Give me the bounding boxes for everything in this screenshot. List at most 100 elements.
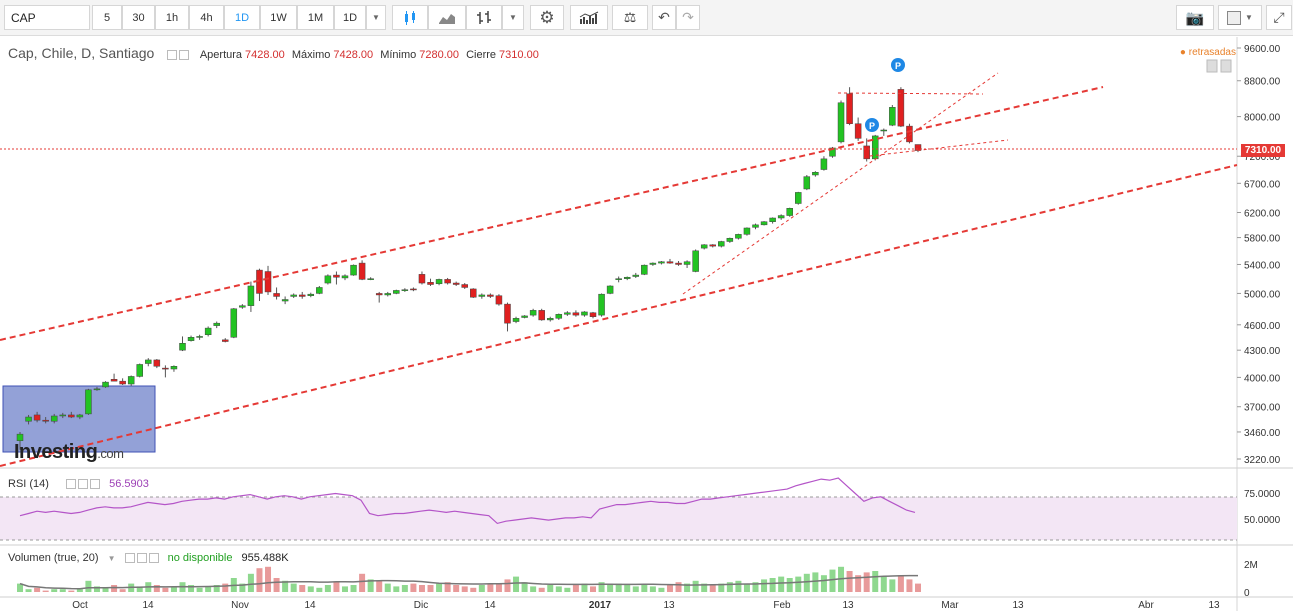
candle-body bbox=[230, 308, 238, 338]
interval-dropdown[interactable]: ▼ bbox=[366, 5, 386, 30]
compare-button[interactable]: ⚖ bbox=[612, 5, 648, 30]
volume-bar bbox=[641, 585, 648, 592]
volume-bar bbox=[726, 582, 733, 592]
redo-button[interactable]: ↷ bbox=[676, 5, 700, 30]
volume-bar bbox=[205, 586, 212, 592]
volume-bar bbox=[470, 587, 477, 592]
volume-bar bbox=[68, 590, 75, 592]
open-label: Apertura bbox=[199, 49, 243, 61]
time-axis-label: Dic bbox=[414, 600, 428, 611]
last-price-badge: 7310.00 bbox=[1241, 144, 1285, 157]
candles-style-button[interactable] bbox=[392, 5, 428, 30]
candle-body bbox=[572, 312, 580, 316]
settings-button[interactable]: ⚙ bbox=[530, 5, 564, 30]
candle-body bbox=[222, 339, 229, 342]
area-style-button[interactable] bbox=[428, 5, 466, 30]
volume-bar bbox=[897, 575, 904, 592]
candle-body bbox=[743, 227, 751, 235]
indicators-icon bbox=[579, 11, 599, 24]
volume-bar bbox=[102, 587, 109, 592]
candle-body bbox=[153, 359, 161, 367]
timeframe-1h-button[interactable]: 1h bbox=[155, 5, 189, 30]
rsi-value: 56.5903 bbox=[109, 478, 149, 490]
rsi-toggle-icon[interactable] bbox=[66, 479, 77, 490]
candle-body bbox=[615, 278, 622, 280]
candle-body bbox=[196, 336, 203, 338]
volume-bar bbox=[17, 583, 23, 592]
timeframe-5-button[interactable]: 5 bbox=[92, 5, 122, 30]
legend-toggle-icon[interactable] bbox=[167, 50, 178, 61]
volume-bar bbox=[247, 573, 254, 592]
time-axis-label: Abr bbox=[1138, 600, 1154, 611]
volume-axis-label: 2M bbox=[1244, 560, 1258, 571]
interval-select[interactable]: 1D bbox=[334, 5, 366, 30]
candle-body bbox=[59, 414, 67, 417]
volume-bar bbox=[701, 583, 708, 592]
redo-icon: ↷ bbox=[682, 9, 694, 25]
rsi-settings-icon[interactable] bbox=[78, 479, 89, 490]
candle-body bbox=[239, 305, 246, 308]
candlestick-icon bbox=[405, 10, 415, 25]
delayed-data-notice: ● retrasadas bbox=[1179, 47, 1236, 58]
price-chart-svg[interactable]: 3220.00 3460.00 3700.00 4000.00 4300.00 4600.… bbox=[0, 37, 1293, 611]
candle-body bbox=[401, 289, 409, 291]
candle-body bbox=[504, 303, 511, 324]
candle-body bbox=[735, 234, 742, 239]
price-tick-label: 3700.00 bbox=[1244, 403, 1281, 414]
timeframe-1w-button[interactable]: 1W bbox=[260, 5, 297, 30]
rsi-close-icon[interactable] bbox=[90, 479, 101, 490]
candle-body bbox=[564, 312, 571, 315]
timeframe-1d-button[interactable]: 1D bbox=[224, 5, 260, 30]
volume-bar bbox=[213, 585, 220, 592]
volume-bar bbox=[692, 580, 699, 592]
volume-settings-icon[interactable] bbox=[136, 553, 147, 564]
fullscreen-button[interactable]: ⤢ bbox=[1266, 5, 1292, 30]
candle-body bbox=[367, 278, 374, 280]
candle-body bbox=[93, 388, 101, 391]
time-axis-label: 2017 bbox=[589, 600, 612, 611]
volume-bar bbox=[649, 586, 656, 592]
candle-body bbox=[820, 158, 828, 170]
rsi-band bbox=[0, 497, 1237, 540]
candle-body bbox=[307, 293, 315, 296]
price-tick-label: 3460.00 bbox=[1244, 428, 1281, 439]
indicators-button[interactable] bbox=[570, 5, 608, 30]
timeframe-4h-button[interactable]: 4h bbox=[189, 5, 224, 30]
chart-style-dropdown[interactable]: ▼ bbox=[502, 5, 524, 30]
candle-body bbox=[16, 433, 24, 442]
volume-close-icon[interactable] bbox=[148, 553, 159, 564]
low-label: Mínimo bbox=[380, 49, 417, 61]
volume-bar bbox=[256, 568, 263, 592]
candle-body bbox=[658, 261, 665, 264]
layout-button[interactable]: ▼ bbox=[1218, 5, 1262, 30]
volume-bar bbox=[196, 587, 203, 592]
ohlc-bars-icon bbox=[477, 10, 491, 24]
volume-bar bbox=[615, 583, 622, 592]
volume-bar bbox=[521, 582, 528, 592]
bars-style-button[interactable] bbox=[466, 5, 502, 30]
volume-bar bbox=[384, 583, 391, 592]
timeframe-1m-button[interactable]: 1M bbox=[297, 5, 334, 30]
volume-bar bbox=[538, 587, 545, 592]
snapshot-button[interactable]: 📷 bbox=[1176, 5, 1214, 30]
chevron-down-icon[interactable]: ▼ bbox=[107, 554, 116, 563]
time-axis-label: 13 bbox=[663, 600, 675, 611]
symbol-input[interactable] bbox=[4, 5, 90, 30]
rsi-axis-label: 50.0000 bbox=[1244, 515, 1281, 526]
watermark-suffix: .com bbox=[97, 446, 124, 461]
candle-body bbox=[333, 274, 340, 278]
candle-body bbox=[384, 293, 392, 296]
timeframe-30-button[interactable]: 30 bbox=[122, 5, 155, 30]
volume-status: no disponible bbox=[167, 552, 233, 564]
volume-toggle-icon[interactable] bbox=[124, 553, 135, 564]
candle-body bbox=[777, 215, 785, 219]
volume-bar bbox=[915, 583, 921, 592]
candle-body bbox=[675, 262, 682, 265]
undo-button[interactable]: ↶ bbox=[652, 5, 676, 30]
fullscreen-icon: ⤢ bbox=[1273, 9, 1285, 25]
candle-body bbox=[162, 367, 169, 370]
volume-bar bbox=[495, 583, 502, 592]
chart-area[interactable]: 3220.00 3460.00 3700.00 4000.00 4300.00 4600.… bbox=[0, 37, 1293, 611]
legend-settings-icon[interactable] bbox=[179, 50, 190, 61]
chevron-down-icon: ▼ bbox=[1245, 13, 1253, 22]
